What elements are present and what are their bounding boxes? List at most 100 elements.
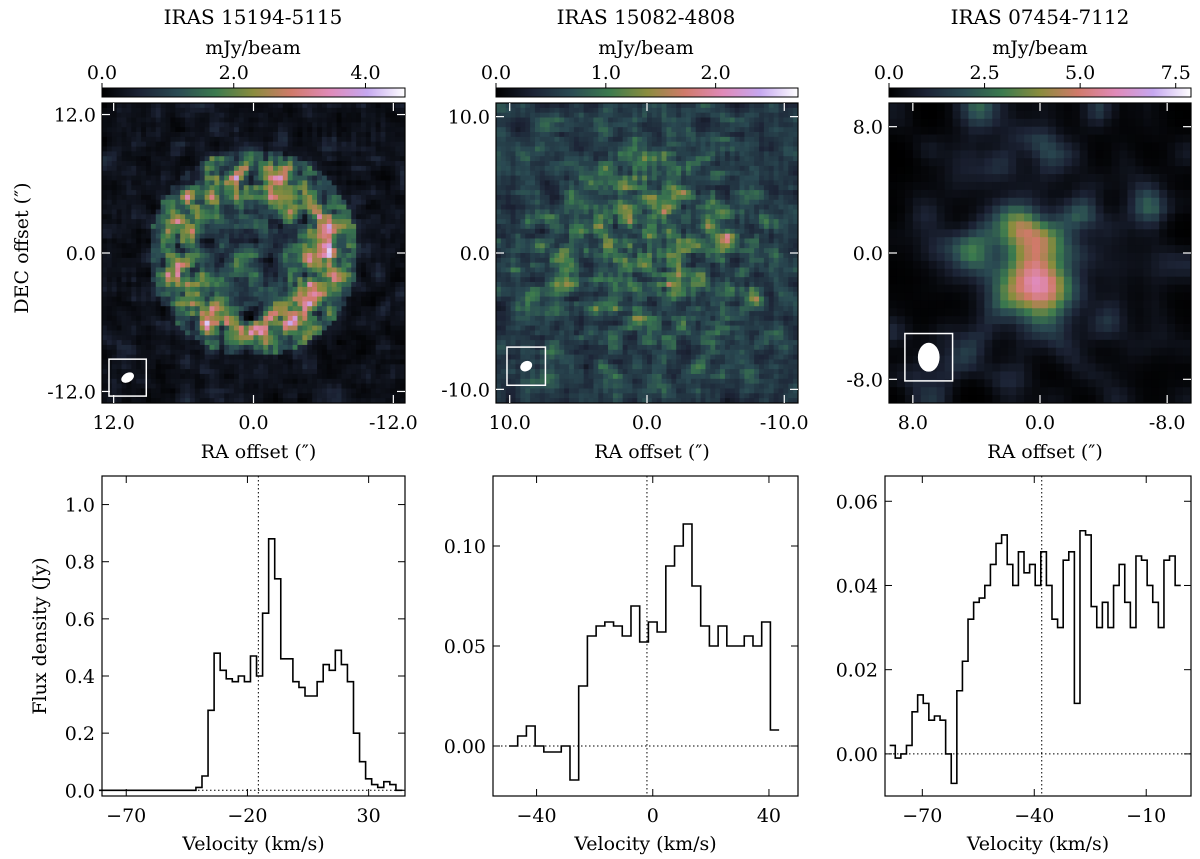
heatmap-cell — [282, 141, 289, 147]
heatmap-cell — [155, 127, 162, 133]
heatmap-cell — [277, 223, 284, 230]
heatmap-cell — [676, 141, 682, 147]
heatmap-cell — [126, 132, 132, 138]
heatmap-cell — [155, 320, 162, 326]
heatmap-cell — [170, 175, 176, 181]
heatmap-cell — [351, 364, 357, 370]
heatmap-cell — [351, 320, 357, 326]
heatmap-cell — [729, 165, 736, 172]
heatmap-cell — [321, 383, 328, 389]
heatmap-cell — [273, 141, 279, 147]
heatmap-cell — [739, 161, 745, 167]
heatmap-cell — [292, 219, 298, 225]
heatmap-cell — [302, 253, 308, 259]
heatmap-cell — [385, 359, 391, 365]
heatmap-cell — [185, 262, 191, 268]
heatmap-cell — [569, 151, 575, 157]
heatmap-cell — [341, 243, 347, 249]
heatmap-cell — [116, 369, 122, 375]
heatmap-cell — [219, 112, 225, 118]
heatmap-cell — [233, 330, 240, 336]
heatmap-cell — [583, 132, 589, 138]
heatmap-cell — [268, 248, 274, 254]
heatmap-cell — [500, 151, 507, 157]
heatmap-cell — [326, 228, 333, 235]
heatmap-cell — [361, 359, 367, 365]
heatmap-cell — [111, 272, 118, 278]
heatmap-cell — [549, 161, 555, 167]
heatmap-cell — [287, 122, 293, 128]
heatmap-cell — [351, 277, 357, 283]
heatmap-cell — [126, 107, 132, 114]
heatmap-cell — [331, 378, 337, 385]
heatmap-cell — [627, 122, 633, 128]
heatmap-cell — [160, 359, 166, 365]
heatmap-cell — [500, 107, 507, 114]
heatmap-cell — [160, 272, 166, 278]
heatmap-cell — [336, 248, 342, 254]
heatmap-cell — [336, 301, 342, 307]
heatmap-cell — [637, 185, 643, 191]
heatmap-cell — [170, 165, 176, 172]
heatmap-cell — [131, 364, 137, 370]
heatmap-cell — [608, 117, 614, 123]
heatmap-cell — [380, 320, 386, 326]
heatmap-cell — [361, 243, 367, 249]
heatmap-cell — [321, 277, 328, 283]
heatmap-cell — [248, 311, 254, 317]
heatmap-cell — [292, 344, 298, 351]
heatmap-cell — [729, 127, 736, 133]
heatmap-cell — [126, 233, 132, 239]
heatmap-cell — [214, 103, 220, 109]
heatmap-cell — [326, 151, 333, 157]
heatmap-cell — [189, 219, 196, 225]
heatmap-cell — [341, 238, 347, 244]
heatmap-cell — [302, 378, 308, 385]
heatmap-cell — [312, 344, 318, 351]
heatmap-cell — [258, 132, 264, 138]
heatmap-cell — [500, 141, 507, 147]
heatmap-cell — [356, 136, 362, 143]
heatmap-cell — [136, 136, 142, 143]
heatmap-cell — [705, 141, 711, 147]
heatmap-cell — [554, 127, 560, 133]
heatmap-cell — [637, 136, 643, 143]
heatmap-cell — [351, 257, 357, 264]
heatmap-cell — [141, 243, 147, 249]
heatmap-cell — [302, 282, 308, 288]
heatmap-cell — [365, 359, 372, 365]
colorbar-unit-label: mJy/beam — [598, 37, 694, 59]
heatmap-cell — [773, 136, 779, 143]
heatmap-cell — [341, 277, 347, 283]
heatmap-cell — [603, 141, 609, 147]
heatmap-cell — [194, 272, 201, 278]
heatmap-cell — [356, 146, 362, 152]
heatmap-cell — [219, 103, 225, 109]
heatmap-cell — [346, 103, 352, 109]
heatmap-cell — [150, 349, 157, 356]
heatmap-cell — [617, 132, 624, 138]
heatmap-cell — [229, 257, 235, 264]
heatmap-cell — [603, 122, 609, 128]
heatmap-cell — [233, 214, 240, 220]
heatmap-cell — [365, 204, 372, 210]
heatmap-cell — [356, 340, 362, 346]
heatmap-cell — [380, 349, 386, 356]
heatmap-cell — [155, 170, 162, 176]
heatmap-cell — [380, 373, 386, 380]
heatmap-cell — [170, 378, 176, 385]
heatmap-cell — [121, 165, 127, 172]
heatmap-cell — [302, 199, 308, 206]
heatmap-cell — [549, 122, 555, 128]
heatmap-cell — [400, 398, 406, 404]
heatmap-cell — [116, 344, 122, 351]
heatmap-cell — [788, 103, 794, 109]
heatmap-cell — [598, 107, 604, 114]
heatmap-cell — [627, 170, 633, 176]
heatmap-cell — [370, 243, 377, 249]
heatmap-cell — [729, 175, 736, 181]
heatmap-cell — [141, 262, 147, 268]
heatmap-cell — [233, 127, 240, 133]
heatmap-cell — [165, 398, 171, 404]
heatmap-cell — [126, 257, 132, 264]
